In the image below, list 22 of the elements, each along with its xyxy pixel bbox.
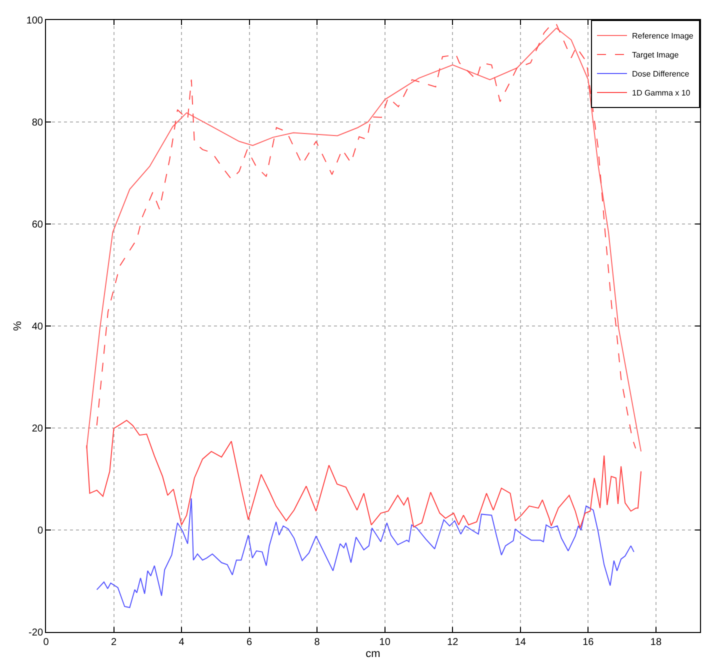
x-tick-label: 16 — [582, 637, 594, 648]
legend-label: 1D Gamma x 10 — [632, 88, 691, 98]
x-tick-label: 8 — [314, 637, 320, 648]
x-tick-label: 10 — [379, 637, 391, 648]
y-axis-title: % — [12, 320, 24, 331]
legend-label: Dose Difference — [632, 70, 690, 79]
x-tick-label: 12 — [447, 637, 459, 648]
y-tick-label: 100 — [26, 16, 44, 26]
x-tick-label: 2 — [110, 637, 117, 648]
y-tick-label: 20 — [32, 424, 44, 434]
y-tick-label: 0 — [37, 526, 44, 536]
legend-label: Target Image — [632, 50, 680, 60]
y-tick-label: -20 — [28, 628, 44, 638]
y-tick-label: 60 — [32, 220, 44, 230]
x-tick-label: 6 — [246, 637, 253, 648]
x-tick-label: 4 — [178, 637, 185, 648]
y-tick-label: 40 — [32, 322, 44, 332]
x-axis-title: cm — [366, 648, 380, 660]
x-tick-label: 14 — [514, 637, 526, 648]
legend-label: Reference Image — [632, 32, 694, 41]
x-tick-label: 18 — [650, 637, 662, 648]
y-tick-label: 80 — [32, 118, 44, 128]
